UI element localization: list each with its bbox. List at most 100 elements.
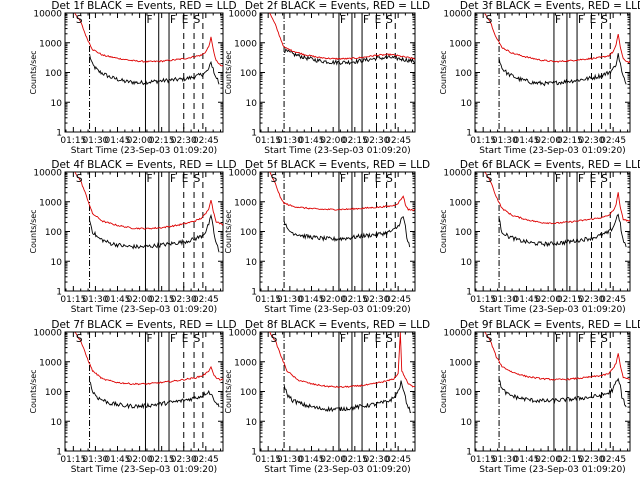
x-axis-label: Start Time (23-Sep-03 01:09:20) — [71, 305, 217, 315]
x-tick-label: 01:15 — [470, 136, 496, 146]
x-tick-label: 02:00 — [535, 136, 561, 146]
y-tick-label: 10000 — [228, 169, 257, 179]
y-tick-label: 10 — [461, 418, 473, 428]
x-tick-label: 02:15 — [342, 295, 368, 305]
x-tick-label: 01:45 — [514, 455, 540, 465]
x-tick-label: 02:15 — [149, 295, 175, 305]
y-tick-label: 1 — [56, 448, 62, 458]
marker-label: F — [555, 14, 561, 26]
plot-frame — [259, 331, 416, 452]
plot-frame — [259, 171, 416, 292]
y-tick-label: 1 — [466, 448, 472, 458]
x-tick-label: 02:15 — [149, 455, 175, 465]
marker-label: E — [182, 333, 189, 345]
y-tick-label: 10000 — [228, 10, 257, 20]
x-tick-label: 01:45 — [299, 295, 325, 305]
events-series-line — [498, 377, 627, 408]
x-axis-label: Start Time (23-Sep-03 01:09:20) — [71, 465, 217, 475]
x-tick-label: 01:15 — [255, 136, 281, 146]
marker-label: S — [194, 14, 201, 26]
events-series-line — [89, 213, 220, 253]
y-tick-label: 1000 — [39, 358, 62, 368]
marker-label: F — [340, 14, 346, 26]
x-tick-label: 01:30 — [82, 295, 108, 305]
plot-area — [74, 332, 223, 451]
marker-label: S — [76, 333, 83, 345]
marker-label: E — [590, 173, 597, 185]
y-tick-label: 10 — [246, 99, 258, 109]
panel-title: Det 2f BLACK = Events, RED = LLD — [245, 0, 430, 12]
plot-area — [74, 172, 223, 291]
x-tick-label: 01:15 — [60, 136, 86, 146]
marker-label: E — [375, 333, 382, 345]
panel-title: Det 1f BLACK = Events, RED = LLD — [51, 0, 236, 12]
y-tick-label: 100 — [455, 69, 472, 79]
lld-series-line — [269, 172, 415, 212]
panel-det-4f: Det 4f BLACK = Events, RED = LLD 1 10 100 10… — [29, 159, 237, 315]
panel-title: Det 3f BLACK = Events, RED = LLD — [460, 0, 640, 12]
x-tick-label: 02:30 — [171, 136, 197, 146]
x-tick-label: 02:00 — [127, 136, 153, 146]
marker-label: F — [340, 173, 346, 185]
y-tick-label: 10 — [51, 99, 63, 109]
x-tick-label: 01:15 — [60, 455, 86, 465]
lld-series-line — [74, 332, 223, 386]
panel-det-7f: Det 7f BLACK = Events, RED = LLD 1 10 100 10… — [29, 319, 237, 475]
marker-label: F — [363, 333, 369, 345]
plot-area — [484, 332, 630, 451]
x-axis-label: Start Time (23-Sep-03 01:09:20) — [264, 465, 410, 475]
marker-label: S — [76, 173, 83, 185]
y-tick-label: 1000 — [449, 39, 472, 49]
y-tick-label: 1000 — [234, 39, 257, 49]
marker-label: S — [386, 333, 393, 345]
panel-det-6f: Det 6f BLACK = Events, RED = LLD 1 10 100 10… — [439, 159, 640, 315]
marker-label: E — [590, 14, 597, 26]
panel-det-3f: Det 3f BLACK = Events, RED = LLD 1 10 100 10… — [439, 0, 640, 156]
x-tick-label: 02:15 — [342, 455, 368, 465]
x-tick-label: 01:45 — [299, 136, 325, 146]
marker-label: F — [578, 173, 584, 185]
y-tick-label: 1000 — [39, 198, 62, 208]
lld-series-line — [269, 332, 415, 389]
marker-label: S — [194, 173, 201, 185]
x-tick-label: 02:15 — [342, 136, 368, 146]
x-tick-label: 01:15 — [60, 295, 86, 305]
marker-label: S — [386, 14, 393, 26]
x-tick-label: 02:45 — [385, 455, 411, 465]
y-tick-label: 1 — [56, 288, 62, 298]
marker-label: S — [486, 14, 493, 26]
y-tick-label: 100 — [240, 228, 257, 238]
lld-series-line — [74, 172, 223, 230]
x-tick-label: 02:30 — [364, 455, 390, 465]
x-tick-label: 02:30 — [579, 455, 605, 465]
plot-area — [269, 332, 415, 451]
panel-det-9f: Det 9f BLACK = Events, RED = LLD 1 10 100 10… — [439, 319, 640, 475]
lld-series-line — [74, 13, 223, 67]
x-tick-label: 02:00 — [320, 295, 346, 305]
y-tick-label: 1000 — [234, 198, 257, 208]
x-tick-label: 02:30 — [364, 295, 390, 305]
x-tick-label: 02:15 — [557, 455, 583, 465]
x-tick-label: 02:45 — [193, 295, 219, 305]
y-tick-label: 10000 — [33, 169, 62, 179]
marker-label: F — [578, 14, 584, 26]
x-tick-label: 01:45 — [105, 295, 131, 305]
lld-series-line — [484, 332, 630, 381]
x-tick-label: 02:45 — [600, 295, 626, 305]
marker-label: F — [363, 173, 369, 185]
x-tick-label: 01:30 — [82, 136, 108, 146]
marker-label: S — [601, 333, 608, 345]
panel-det-8f: Det 8f BLACK = Events, RED = LLD 1 10 100 10… — [224, 319, 430, 475]
x-tick-label: 02:45 — [600, 136, 626, 146]
x-axis-label: Start Time (23-Sep-03 01:09:20) — [264, 305, 410, 315]
x-axis-label: Start Time (23-Sep-03 01:09:20) — [71, 146, 217, 156]
marker-label: F — [555, 173, 561, 185]
x-tick-label: 01:15 — [470, 455, 496, 465]
plot-frame — [64, 331, 224, 452]
lld-series-line — [269, 13, 415, 60]
events-series-line — [283, 380, 412, 413]
panel-title: Det 8f BLACK = Events, RED = LLD — [245, 319, 430, 331]
plot-area — [269, 172, 415, 291]
marker-label: F — [363, 14, 369, 26]
y-tick-label: 10000 — [228, 329, 257, 339]
